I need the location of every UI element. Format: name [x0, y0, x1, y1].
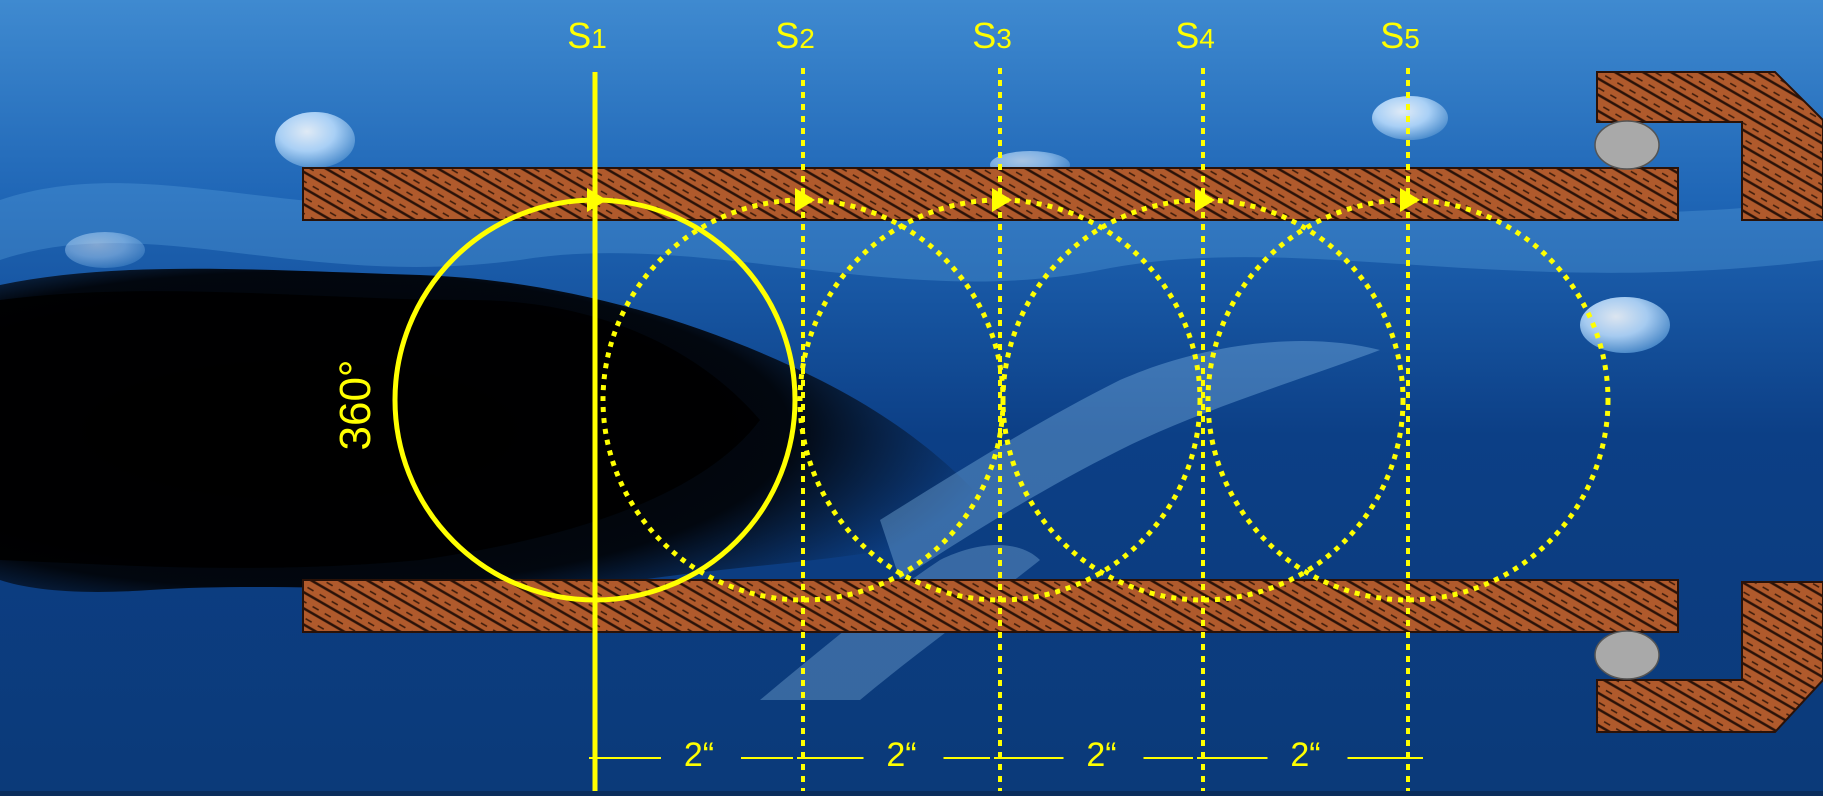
station-index: 3: [996, 23, 1012, 54]
station-index: 5: [1404, 23, 1420, 54]
spacing-label-4: 2“: [1290, 736, 1320, 774]
water-droplet: [1580, 297, 1670, 353]
station-letter: S: [1175, 15, 1199, 56]
station-index: 4: [1199, 23, 1215, 54]
spacing-label-1: 2“: [684, 736, 714, 774]
station-index: 2: [799, 23, 815, 54]
station-letter: S: [567, 15, 591, 56]
inspection-circle-3: [797, 197, 1203, 603]
spacing-label-3: 2“: [1086, 736, 1116, 774]
inspection-circle-5: [1205, 197, 1611, 603]
station-letter: S: [1380, 15, 1404, 56]
station-letter: S: [972, 15, 996, 56]
inspection-circle-4: [1000, 197, 1406, 603]
dark-water-core: [0, 291, 760, 568]
flange-bottom: [1596, 581, 1823, 733]
spacing-annotations: 2“ 2“ 2“ 2“: [589, 736, 1423, 774]
angle-label: 360°: [331, 359, 380, 450]
station-label-1: S1: [567, 15, 607, 56]
water-droplet: [275, 112, 355, 168]
station-index: 1: [591, 23, 607, 54]
station-labels: S1 S2 S3 S4 S5: [567, 15, 1420, 56]
station-label-4: S4: [1175, 15, 1215, 56]
station-lines: [592, 68, 1410, 791]
station-letter: S: [775, 15, 799, 56]
station-label-3: S3: [972, 15, 1012, 56]
seal-o-ring-top: [1594, 120, 1660, 170]
station-label-5: S5: [1380, 15, 1420, 56]
pipe-wall-bottom: [302, 579, 1679, 633]
station-label-2: S2: [775, 15, 815, 56]
water-droplet: [65, 232, 145, 268]
spacing-label-2: 2“: [886, 736, 916, 774]
pipe-wall-top: [302, 167, 1679, 221]
seal-o-ring-bottom: [1594, 630, 1660, 680]
